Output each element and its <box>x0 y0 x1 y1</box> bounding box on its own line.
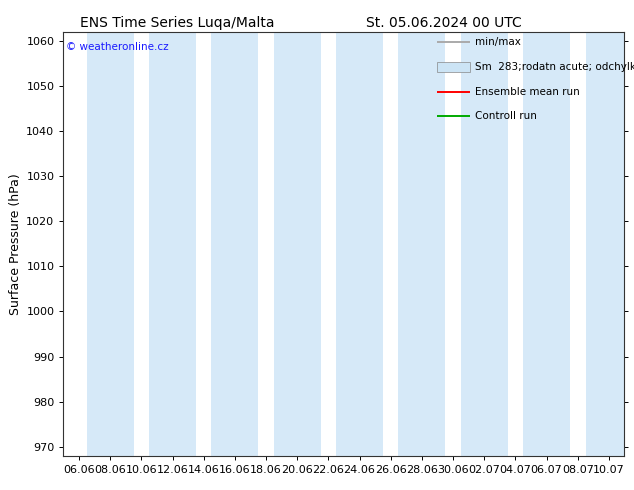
Text: Controll run: Controll run <box>475 111 536 121</box>
Bar <box>149 32 196 456</box>
Bar <box>212 32 258 456</box>
Bar <box>399 32 445 456</box>
Bar <box>523 32 570 456</box>
Bar <box>336 32 383 456</box>
Text: Sm  283;rodatn acute; odchylka: Sm 283;rodatn acute; odchylka <box>475 62 634 72</box>
Bar <box>274 32 321 456</box>
Text: ENS Time Series Luqa/Malta: ENS Time Series Luqa/Malta <box>81 16 275 30</box>
Y-axis label: Surface Pressure (hPa): Surface Pressure (hPa) <box>9 173 22 315</box>
Text: St. 05.06.2024 00 UTC: St. 05.06.2024 00 UTC <box>366 16 522 30</box>
Text: Ensemble mean run: Ensemble mean run <box>475 87 579 97</box>
Bar <box>87 32 134 456</box>
Text: min/max: min/max <box>475 37 521 48</box>
Bar <box>461 32 508 456</box>
Bar <box>586 32 632 456</box>
Text: © weatheronline.cz: © weatheronline.cz <box>66 43 169 52</box>
